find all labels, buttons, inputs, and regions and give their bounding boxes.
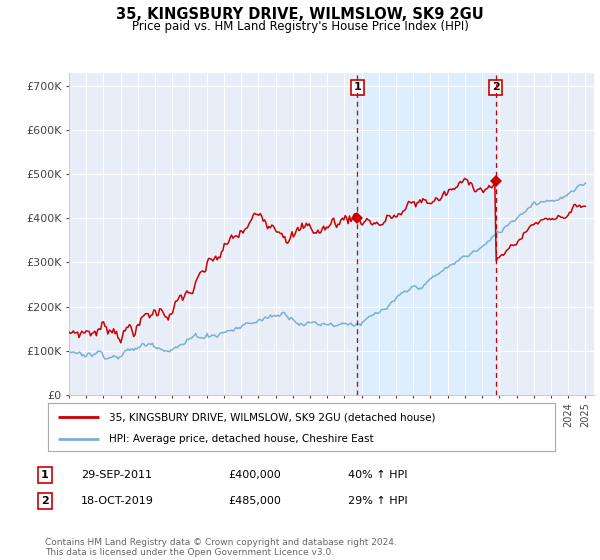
Text: HPI: Average price, detached house, Cheshire East: HPI: Average price, detached house, Ches… xyxy=(109,434,373,444)
Text: Price paid vs. HM Land Registry's House Price Index (HPI): Price paid vs. HM Land Registry's House … xyxy=(131,20,469,32)
Bar xyxy=(358,73,496,395)
Text: £485,000: £485,000 xyxy=(228,496,281,506)
Text: 29% ↑ HPI: 29% ↑ HPI xyxy=(348,496,407,506)
Text: 35, KINGSBURY DRIVE, WILMSLOW, SK9 2GU (detached house): 35, KINGSBURY DRIVE, WILMSLOW, SK9 2GU (… xyxy=(109,413,436,422)
Text: 29-SEP-2011: 29-SEP-2011 xyxy=(81,470,152,480)
Text: 18-OCT-2019: 18-OCT-2019 xyxy=(81,496,154,506)
Text: £400,000: £400,000 xyxy=(228,470,281,480)
Text: 2: 2 xyxy=(492,82,500,92)
Text: Contains HM Land Registry data © Crown copyright and database right 2024.
This d: Contains HM Land Registry data © Crown c… xyxy=(45,538,397,557)
Text: 1: 1 xyxy=(353,82,361,92)
Text: 1: 1 xyxy=(41,470,49,480)
Text: 35, KINGSBURY DRIVE, WILMSLOW, SK9 2GU: 35, KINGSBURY DRIVE, WILMSLOW, SK9 2GU xyxy=(116,7,484,22)
Text: 40% ↑ HPI: 40% ↑ HPI xyxy=(348,470,407,480)
Text: 2: 2 xyxy=(41,496,49,506)
